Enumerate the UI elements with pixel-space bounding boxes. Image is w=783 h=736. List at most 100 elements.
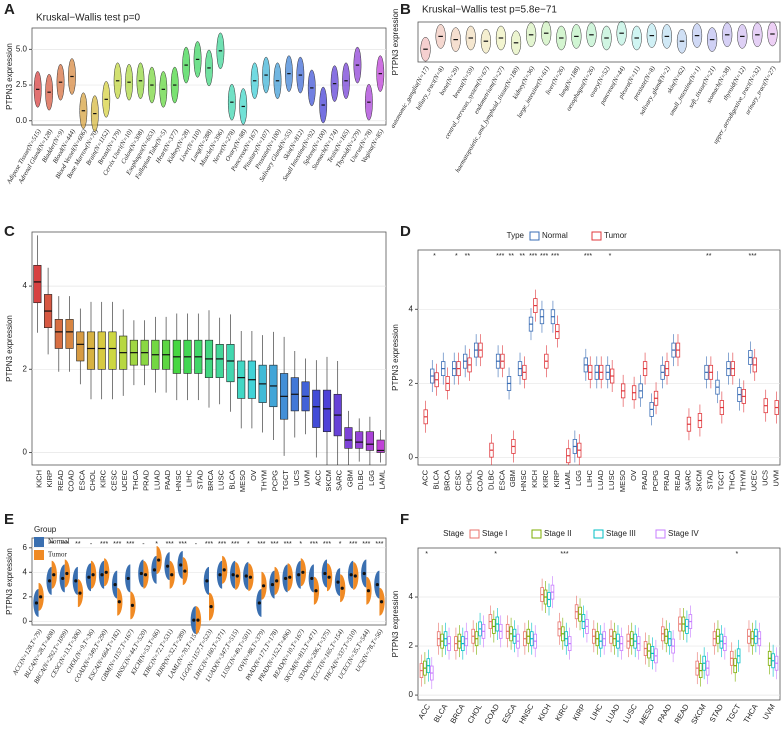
x-tick-label: UCEC [750, 469, 759, 491]
median-dot [65, 571, 69, 576]
x-tick-label: UCS [761, 470, 770, 486]
x-tick-label: LIHC [588, 702, 605, 722]
x-tick-label: LIHC [185, 469, 194, 487]
y-axis-label: PTPN3 expression [391, 9, 400, 76]
significance: *** [179, 541, 187, 548]
median-dot [244, 574, 248, 578]
x-tick-label: ACC [416, 702, 432, 721]
x-tick-label: OV [629, 470, 638, 481]
x-tick-label: HNSC [519, 469, 528, 491]
legend-title: Group [34, 525, 57, 534]
median-dot [47, 579, 52, 583]
panel-letter: F [400, 511, 409, 528]
legend-title: Type [507, 231, 525, 240]
x-tick-label: COAD [67, 469, 76, 491]
median-dot [74, 579, 78, 583]
significance: ** [49, 541, 55, 548]
x-tick-label: PRAD [662, 469, 671, 490]
median-dot [349, 573, 353, 577]
x-tick-label: MESO [238, 470, 247, 492]
x-tick-label: UCEC [120, 469, 129, 491]
median-dot [104, 570, 108, 574]
median-dot [257, 601, 261, 605]
median-dot [366, 589, 371, 593]
box [65, 319, 74, 349]
x-tick-label: TGCT [717, 470, 726, 491]
significance: * [155, 541, 158, 548]
median-dot [165, 564, 170, 568]
x-tick-label: ESCA [500, 702, 518, 724]
legend-label: Normal [542, 231, 568, 240]
y-tick-label: 4 [23, 567, 28, 576]
x-tick-label: COAD [475, 469, 484, 491]
y-tick-label: 0 [409, 453, 414, 462]
significance: *** [113, 541, 121, 548]
y-tick-label: 2 [409, 379, 414, 388]
x-tick-label: CESC [453, 469, 462, 490]
box [54, 319, 63, 349]
box [76, 331, 85, 362]
x-tick-label: MESO [637, 702, 656, 726]
y-tick-label: 4 [409, 304, 414, 313]
median-dot [126, 576, 130, 581]
legend-label: Stage III [606, 529, 636, 538]
x-tick-label: LAML [563, 470, 572, 490]
median-dot [340, 586, 344, 590]
significance: *** [323, 541, 331, 548]
significance: ** [509, 253, 515, 260]
x-tick-label: CESC [109, 469, 118, 490]
significance: * [425, 551, 428, 558]
x-tick-label: HNSC [517, 702, 536, 725]
x-tick-label: BLCA [432, 702, 450, 723]
legend-label: Tumor [604, 231, 627, 240]
median-dot [117, 600, 121, 604]
median-dot [130, 603, 135, 607]
y-tick-label: 0 [23, 448, 28, 457]
median-dot [362, 571, 366, 576]
median-dot [283, 576, 288, 581]
significance: *** [166, 541, 174, 548]
x-tick-label: LUSC [621, 702, 639, 724]
legend-swatch [655, 529, 666, 539]
panel-letter: C [4, 223, 15, 240]
x-tick-label: LUAD [604, 702, 622, 724]
legend-swatch [469, 529, 480, 539]
x-tick-label: THYM [739, 470, 748, 491]
y-axis-label: PTPN3 expression [5, 315, 14, 382]
significance: *** [126, 541, 134, 548]
panel-letter: B [400, 1, 411, 18]
significance: *** [349, 541, 357, 548]
median-dot [288, 575, 292, 579]
y-axis-label: PTPN3 expression [5, 43, 14, 110]
plot-area [31, 231, 387, 466]
x-tick-label: ACC [313, 469, 322, 485]
x-tick-label: SKCM [324, 470, 333, 492]
x-tick-label: PAAD [656, 702, 674, 724]
x-tick-label: THCA [728, 470, 737, 490]
median-dot [218, 573, 222, 577]
median-dot [275, 579, 279, 583]
y-tick-label: 2 [23, 364, 28, 373]
significance: * [433, 253, 436, 260]
significance: * [455, 253, 458, 260]
median-dot [143, 573, 148, 577]
median-dot [314, 589, 318, 593]
box [344, 427, 353, 449]
median-dot [323, 571, 327, 576]
box [226, 344, 235, 383]
significance: - [195, 541, 198, 548]
y-tick-label: 5.0 [16, 45, 28, 54]
panel-letter: E [4, 511, 14, 528]
x-tick-label: THYM [260, 470, 269, 491]
median-dot [100, 573, 104, 577]
median-dot [87, 575, 91, 579]
x-tick-label: TGCT [281, 470, 290, 491]
x-tick-label: CHOL [466, 702, 484, 725]
x-tick-label: PRAD [142, 469, 151, 490]
y-tick-label: 2.5 [16, 80, 28, 89]
median-dot [301, 570, 305, 574]
significance: *** [529, 253, 537, 260]
x-tick-label: KIRP [571, 702, 588, 722]
x-tick-label: SKCM [689, 702, 708, 725]
